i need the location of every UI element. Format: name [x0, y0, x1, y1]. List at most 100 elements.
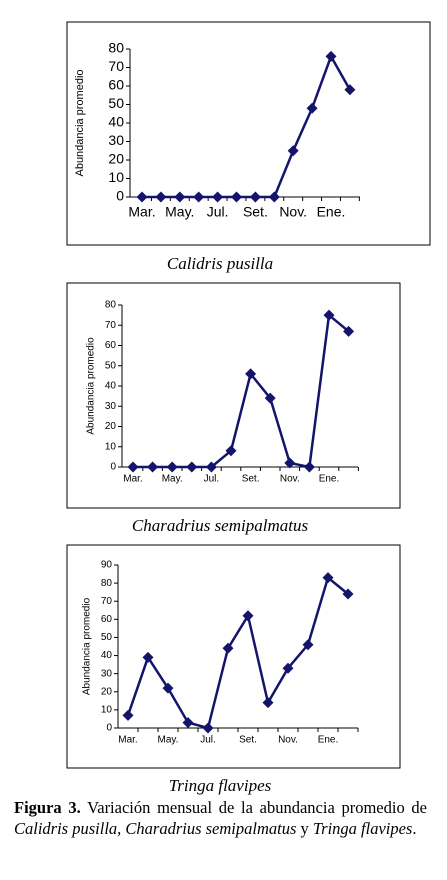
data-point: [287, 145, 299, 157]
data-point: [122, 709, 134, 721]
y-tick-label: 70: [105, 320, 117, 331]
chart-frame: [66, 544, 401, 769]
y-axis-label: Abundancia promedio: [74, 69, 86, 176]
y-tick-label: 60: [108, 77, 124, 93]
data-point: [225, 445, 237, 457]
x-tick-label: Mar.: [123, 474, 142, 485]
data-point: [186, 461, 198, 473]
caption-text: y: [296, 819, 313, 838]
x-tick-label: Ene.: [319, 474, 340, 485]
y-tick-label: 60: [105, 340, 117, 351]
y-tick-label: 40: [108, 114, 124, 130]
x-tick-label: May.: [165, 204, 194, 220]
data-point: [323, 309, 335, 321]
x-tick-label: May.: [158, 735, 179, 746]
x-tick-label: Set.: [242, 474, 260, 485]
y-tick-label: 40: [105, 381, 117, 392]
data-point: [136, 191, 148, 203]
y-tick-label: 70: [101, 596, 113, 607]
data-point: [322, 572, 334, 584]
x-tick-label: Mar.: [128, 204, 155, 220]
y-tick-label: 10: [105, 441, 117, 452]
data-point: [302, 639, 314, 651]
y-tick-label: 50: [108, 95, 124, 111]
caption: Figura 3. Variación mensual de la abunda…: [14, 797, 427, 839]
y-tick-label: 80: [108, 40, 124, 56]
data-line: [126, 575, 349, 730]
data-point: [166, 461, 178, 473]
y-tick-label: 30: [105, 401, 117, 412]
x-tick-label: Mar.: [118, 735, 137, 746]
y-tick-label: 80: [101, 578, 113, 589]
x-tick-label: May.: [162, 474, 183, 485]
x-tick-label: Jul.: [204, 474, 220, 485]
caption-species: Charadrius semipalmatus: [125, 819, 297, 838]
data-point: [193, 191, 205, 203]
x-tick-label: Jul.: [207, 204, 229, 220]
data-point: [303, 461, 315, 473]
y-tick-label: 0: [116, 188, 124, 204]
x-tick-label: Jul.: [200, 735, 216, 746]
data-point: [155, 191, 167, 203]
y-tick-label: 20: [101, 686, 113, 697]
x-tick-label: Nov.: [279, 204, 307, 220]
y-tick-label: 70: [108, 58, 124, 74]
data-point: [147, 461, 159, 473]
y-tick-label: 90: [101, 560, 113, 571]
data-point: [344, 84, 356, 96]
data-point: [306, 102, 318, 114]
chart-title: Charadrius semipalmatus: [132, 516, 309, 535]
data-point: [222, 642, 234, 654]
data-point: [249, 191, 261, 203]
y-tick-label: 40: [101, 650, 113, 661]
chart-title: Tringa flavipes: [169, 776, 272, 795]
y-tick-label: 50: [105, 360, 117, 371]
x-tick-label: Nov.: [280, 474, 300, 485]
chart-title: Calidris pusilla: [167, 254, 273, 273]
y-tick-label: 60: [101, 614, 113, 625]
figure: 0 10 20 30 40 50 60 70 80 Mar. May. Jul. Set. Nov. Ene…: [66, 21, 431, 795]
chart-frame: [66, 282, 401, 509]
data-point: [268, 191, 280, 203]
data-point: [142, 651, 154, 663]
data-point: [245, 368, 257, 380]
y-tick-label: 30: [101, 668, 113, 679]
y-tick-label: 80: [105, 300, 117, 311]
data-point: [127, 461, 139, 473]
x-tick-label: Nov.: [278, 735, 298, 746]
caption-text: .: [412, 819, 417, 838]
y-tick-label: 20: [105, 421, 117, 432]
y-axis-label: Abundancia promedio: [82, 597, 93, 695]
data-line: [133, 312, 350, 469]
caption-label: Figura 3.: [14, 798, 81, 817]
data-point: [325, 50, 337, 62]
x-tick-label: Set.: [243, 204, 268, 220]
data-point: [284, 457, 296, 469]
data-point: [282, 662, 294, 674]
y-tick-label: 30: [108, 132, 124, 148]
y-tick-label: 0: [110, 462, 116, 473]
data-point: [212, 191, 224, 203]
data-point: [162, 682, 174, 694]
data-point: [242, 610, 254, 622]
data-point: [202, 722, 214, 734]
y-tick-label: 20: [108, 151, 124, 167]
y-tick-label: 10: [108, 169, 124, 185]
chart-frame: [66, 21, 431, 246]
y-tick-label: 50: [101, 632, 113, 643]
x-tick-label: Ene.: [317, 204, 346, 220]
data-point: [182, 717, 194, 729]
y-tick-label: 0: [106, 723, 112, 734]
x-tick-label: Ene.: [318, 735, 339, 746]
caption-species: Calidris pusilla,: [14, 819, 122, 838]
data-point: [174, 191, 186, 203]
data-line: [142, 53, 351, 199]
caption-species: Tringa flavipes: [312, 819, 413, 838]
data-point: [343, 325, 355, 337]
x-tick-label: Set.: [239, 735, 257, 746]
data-point: [231, 191, 242, 203]
data-point: [205, 461, 217, 473]
y-tick-label: 10: [101, 705, 113, 716]
y-axis-label: Abundancia promedio: [86, 337, 97, 435]
